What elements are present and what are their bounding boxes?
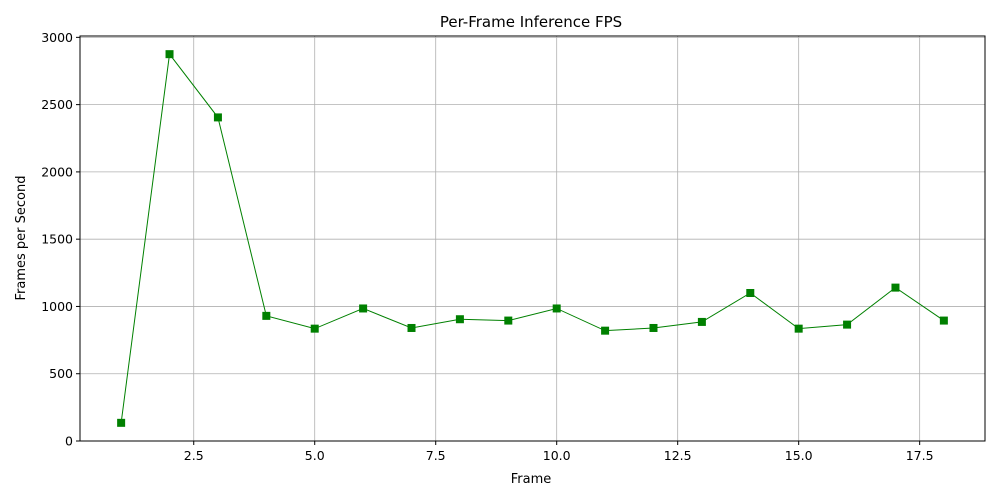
data-point [746,288,755,297]
x-tick-label: 15.0 [785,448,813,463]
y-tick-label: 500 [49,366,73,381]
x-tick-label: 17.5 [906,448,934,463]
data-point [552,304,561,313]
y-tick-label: 2500 [41,97,73,112]
plot-frame [79,35,986,442]
data-point [455,315,464,324]
x-axis-label: Frame [511,472,552,487]
data-point [601,326,610,335]
y-tick-label: 2000 [41,164,73,179]
data-point [213,113,222,122]
data-point [117,418,126,427]
data-point [794,324,803,333]
x-tick-label: 12.5 [664,448,692,463]
data-point [649,323,658,332]
data-point [165,50,174,59]
data-point [697,317,706,326]
chart-title: Per-Frame Inference FPS [440,13,622,31]
data-point [310,324,319,333]
data-point [407,323,416,332]
data-point [939,316,948,325]
x-tick-label: 10.0 [543,448,571,463]
y-tick-label: 1500 [41,232,73,247]
y-tick-label: 0 [65,434,73,449]
series-line [120,52,945,423]
series [117,50,948,427]
y-tick-label: 3000 [41,30,73,45]
data-point [504,316,513,325]
x-tick-label: 2.5 [184,448,204,463]
y-tick-label: 1000 [41,299,73,314]
ticks: 2.5 5.0 7.5 10.0 12.5 15.0 17.5 0 500 1000 1500 200… [41,30,933,463]
data-point [843,320,852,329]
axes [79,35,986,442]
data-point [262,311,271,320]
data-point [359,304,368,313]
x-tick-label: 5.0 [305,448,325,463]
x-tick-label: 7.5 [426,448,446,463]
y-axis-label: Frames per Second [14,176,29,301]
data-point [891,283,900,292]
